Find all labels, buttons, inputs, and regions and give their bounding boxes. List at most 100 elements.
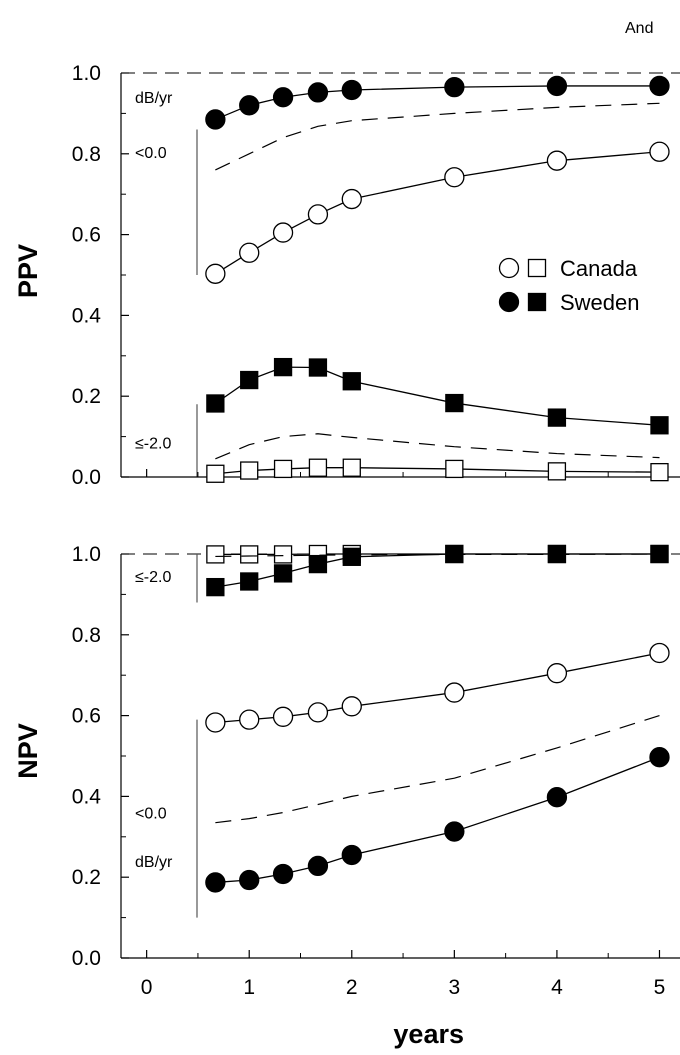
legend-marker — [527, 292, 547, 312]
data-point — [546, 150, 568, 171]
series-line — [215, 756, 660, 884]
data-point — [308, 458, 328, 477]
data-point — [546, 75, 568, 97]
group-label: dB/yr — [135, 854, 173, 871]
data-point — [649, 747, 670, 768]
data-point — [240, 572, 259, 591]
data-point — [205, 712, 226, 733]
data-point — [206, 394, 225, 413]
x-tick-label: 4 — [551, 976, 563, 999]
x-tick-label: 0 — [141, 976, 153, 999]
data-point — [444, 682, 465, 703]
group-label: <0.0 — [135, 806, 167, 823]
y-tick-label: 0.8 — [72, 624, 101, 647]
data-point — [649, 75, 670, 97]
group-label: dB/yr — [135, 90, 173, 107]
data-point — [547, 544, 567, 564]
dashed-series-line — [215, 715, 660, 824]
data-point — [547, 408, 567, 427]
data-point — [342, 547, 361, 566]
legend-marker — [498, 257, 520, 279]
group-label: <0.0 — [135, 145, 167, 162]
y-tick-label: 0.2 — [72, 866, 101, 889]
data-point — [206, 545, 225, 564]
y-tick-label: 0.4 — [72, 785, 102, 808]
group-label: ≤-2.0 — [135, 436, 171, 453]
data-point — [444, 167, 465, 188]
data-point — [650, 463, 669, 482]
data-point — [206, 577, 225, 597]
data-point — [341, 696, 362, 717]
data-point — [239, 95, 260, 116]
header-text: And — [625, 20, 653, 37]
y-tick-label: 1.0 — [72, 62, 101, 85]
y-tick-label: 0.6 — [72, 224, 101, 247]
x-tick-label: 1 — [243, 976, 255, 999]
y-tick-label: 0.4 — [72, 304, 102, 327]
data-point — [307, 204, 329, 225]
data-point — [649, 642, 670, 664]
data-point — [308, 358, 328, 377]
data-point — [205, 109, 226, 130]
y-tick-label: 1.0 — [72, 543, 101, 566]
x-tick-label: 3 — [449, 976, 461, 999]
x-axis-title: years — [393, 1019, 464, 1049]
data-point — [445, 393, 464, 413]
data-point — [307, 855, 329, 877]
data-point — [272, 222, 294, 243]
data-point — [649, 141, 670, 162]
y-tick-label: 0.0 — [72, 947, 101, 970]
data-point — [444, 76, 465, 98]
data-point — [273, 357, 293, 377]
data-point — [239, 709, 260, 730]
legend: Canada Sweden — [498, 256, 640, 315]
dashed-series-line — [215, 102, 660, 171]
data-point — [205, 263, 226, 284]
legend-marker — [498, 291, 520, 313]
data-point — [445, 544, 464, 564]
npv-panel: 0.0 0.2 0.4 0.6 0.8 1.0 0 1 2 3 4 5 NPV years ≤-2.0 <0.… — [13, 543, 680, 1049]
data-point — [273, 545, 293, 564]
data-point — [341, 79, 362, 101]
y-axis-title: PPV — [13, 244, 43, 298]
data-point — [341, 188, 362, 210]
data-point — [239, 869, 260, 891]
data-point — [272, 863, 294, 885]
x-tick-label: 5 — [654, 976, 666, 999]
data-point — [547, 462, 567, 481]
data-point — [240, 545, 259, 564]
data-point — [273, 564, 293, 583]
dashed-series-line — [215, 433, 660, 460]
data-point — [546, 663, 568, 684]
data-point — [308, 554, 328, 574]
data-point — [341, 844, 362, 866]
data-point — [650, 544, 669, 564]
data-point — [342, 372, 361, 391]
data-point — [240, 370, 259, 390]
data-point — [546, 787, 568, 808]
legend-marker — [527, 258, 547, 278]
y-tick-label: 0.2 — [72, 385, 101, 408]
data-point — [273, 459, 293, 479]
data-point — [307, 702, 329, 723]
y-tick-label: 0.8 — [72, 143, 101, 166]
data-point — [650, 416, 669, 435]
y-tick-label: 0.0 — [72, 466, 101, 489]
data-point — [240, 461, 259, 480]
legend-label: Sweden — [560, 290, 640, 315]
data-point — [206, 464, 225, 483]
data-point — [342, 458, 361, 477]
data-point — [272, 706, 294, 727]
y-tick-label: 0.6 — [72, 705, 101, 728]
x-tick-label: 2 — [346, 976, 358, 999]
data-point — [445, 459, 464, 479]
data-point — [307, 82, 329, 103]
data-point — [444, 821, 465, 842]
data-point — [205, 872, 226, 893]
legend-label: Canada — [560, 256, 638, 281]
y-axis-title: NPV — [13, 723, 43, 779]
ppv-panel: 0.0 0.2 0.4 0.6 0.8 1.0 PPV dB/yr <0.0 ≤-2.0 — [13, 62, 680, 489]
group-label: ≤-2.0 — [135, 569, 171, 586]
data-point — [239, 242, 260, 263]
